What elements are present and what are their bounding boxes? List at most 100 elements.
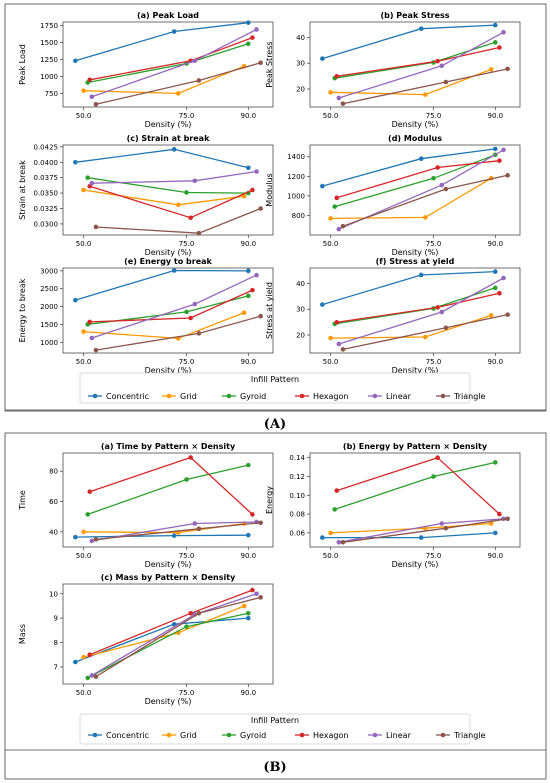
series-line-linear <box>338 277 504 345</box>
data-point-linear <box>501 147 506 153</box>
legend-swatch-marker <box>92 393 98 399</box>
data-point-grid <box>488 67 494 72</box>
y-tick-label: 7 <box>54 663 58 671</box>
x-axis-label: Density (%) <box>145 697 192 706</box>
data-point-grid <box>328 216 333 221</box>
data-point-linear <box>336 95 342 101</box>
series-line-concentric <box>322 148 496 187</box>
y-tick-label: 8 <box>54 639 58 647</box>
data-point-concentric <box>492 146 498 152</box>
x-tick-label: 50.0 <box>76 358 92 366</box>
data-point-gyroid <box>85 675 91 681</box>
plot-frame <box>309 144 521 236</box>
data-point-hexagon <box>435 58 440 64</box>
plot-frame <box>309 452 521 548</box>
data-point-linear <box>192 58 198 64</box>
legend-swatch-marker <box>226 393 232 399</box>
y-axis-label: Time <box>18 490 27 511</box>
x-tick-label: 50.0 <box>76 689 92 697</box>
data-point-hexagon <box>87 319 93 325</box>
legend-swatch-marker <box>372 393 378 399</box>
y-axis-label: Peak Load <box>18 44 27 85</box>
legend-entry-triangle: Triangle <box>453 392 485 401</box>
data-point-linear <box>336 540 342 545</box>
data-point-concentric <box>418 272 424 278</box>
x-axis-label: Density (%) <box>145 366 192 375</box>
legend-entry-gyroid: Gyroid <box>240 392 266 401</box>
y-tick-label: 0.0425 <box>34 143 59 151</box>
data-point-triangle <box>93 674 99 679</box>
y-tick-label: 3000 <box>40 267 58 275</box>
data-point-gyroid <box>431 474 436 479</box>
x-axis-label: Density (%) <box>392 248 439 257</box>
y-tick-label: 40 <box>296 280 305 288</box>
x-tick-label: 75.0 <box>179 689 195 697</box>
data-point-concentric <box>245 615 251 621</box>
series-line-gyroid <box>334 154 496 208</box>
y-tick-label: 0.0300 <box>34 220 59 228</box>
x-tick-label: 75.0 <box>179 552 195 560</box>
data-point-concentric <box>171 533 177 538</box>
chart-title: (a) Time by Pattern × Density <box>101 442 236 451</box>
data-point-triangle <box>258 520 263 526</box>
data-point-hexagon <box>497 290 502 296</box>
chart-5: (e) Energy to break 50.0 75.0 90.0 Density (… <box>18 257 274 375</box>
data-point-triangle <box>258 595 263 600</box>
chart-9: (c) Mass by Pattern × Density 50.0 75.0 90.… <box>18 573 274 706</box>
legend-entry-triangle: Triangle <box>453 731 485 740</box>
data-point-grid <box>241 603 247 609</box>
panel-a-border <box>4 3 547 412</box>
x-tick-label: 75.0 <box>426 240 442 248</box>
y-axis-label: Modulus <box>265 173 274 206</box>
y-axis-label: Stress at yield <box>265 282 274 339</box>
x-axis-label: Density (%) <box>145 560 192 569</box>
plot-frame <box>309 21 521 108</box>
legend-title: Infill Pattern <box>251 375 299 384</box>
data-point-concentric <box>73 534 78 540</box>
data-point-grid <box>241 310 247 315</box>
data-point-gyroid <box>184 477 189 482</box>
data-point-triangle <box>443 525 449 531</box>
data-point-linear <box>501 275 506 281</box>
data-point-grid <box>328 335 333 341</box>
data-point-triangle <box>505 516 510 522</box>
data-point-hexagon <box>334 320 340 325</box>
chart-2: (b) Peak Stress 50.0 75.0 90.0 Density (%) 20… <box>265 11 521 129</box>
data-point-gyroid <box>332 204 338 209</box>
legend-entry-grid: Grid <box>180 731 197 740</box>
y-tick-label: 40 <box>296 34 305 42</box>
legend-box <box>79 713 471 745</box>
series-line-gyroid <box>87 177 249 194</box>
data-point-gyroid <box>85 512 91 517</box>
y-tick-label: 0.08 <box>289 511 305 519</box>
series-line-concentric <box>75 269 249 301</box>
data-point-triangle <box>196 331 202 336</box>
data-point-hexagon <box>334 195 340 201</box>
x-tick-label: 90.0 <box>487 358 503 366</box>
data-point-concentric <box>245 20 251 25</box>
data-point-linear <box>501 30 506 35</box>
y-tick-label: 750 <box>45 90 58 98</box>
legend-swatch-marker <box>92 732 98 738</box>
data-point-concentric <box>245 532 251 538</box>
data-point-triangle <box>93 101 99 107</box>
data-point-gyroid <box>184 624 189 629</box>
y-tick-label: 0.0375 <box>34 174 59 182</box>
series-line-hexagon <box>336 456 500 515</box>
legend-swatch-marker <box>299 732 305 738</box>
data-point-linear <box>89 94 95 100</box>
data-point-gyroid <box>85 175 91 180</box>
data-point-triangle <box>196 610 202 616</box>
y-tick-label: 1000 <box>287 192 305 200</box>
x-tick-label: 50.0 <box>76 552 92 560</box>
data-point-triangle <box>196 230 202 236</box>
x-tick-label: 50.0 <box>76 240 92 248</box>
series-line-hexagon <box>89 289 253 323</box>
data-point-triangle <box>443 79 449 85</box>
data-point-hexagon <box>87 652 93 658</box>
x-tick-label: 90.0 <box>487 240 503 248</box>
chart-title: (c) Strain at break <box>127 134 210 143</box>
data-point-triangle <box>93 224 99 230</box>
data-point-linear <box>89 673 95 678</box>
